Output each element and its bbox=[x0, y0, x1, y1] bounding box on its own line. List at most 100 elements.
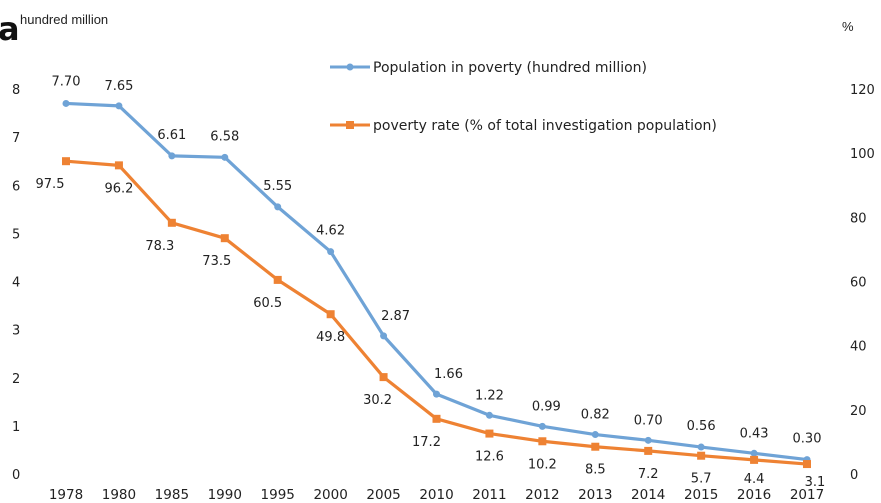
right-tick-label: 100 bbox=[850, 147, 875, 162]
rate-point bbox=[273, 275, 282, 284]
population-data-label: 7.65 bbox=[104, 79, 133, 94]
left-tick-label: 1 bbox=[12, 420, 20, 435]
rate-data-label: 7.2 bbox=[638, 467, 659, 482]
rate-data-label: 5.7 bbox=[691, 472, 712, 487]
panel-letter: a bbox=[0, 10, 20, 48]
legend-label-population: Population in poverty (hundred million) bbox=[373, 60, 647, 76]
series-layer bbox=[62, 99, 811, 469]
rate-point bbox=[591, 442, 600, 451]
population-point bbox=[274, 203, 282, 211]
right-tick-label: 40 bbox=[850, 340, 867, 355]
rate-point bbox=[750, 455, 759, 464]
left-tick-label: 0 bbox=[12, 468, 20, 483]
right-tick-label: 60 bbox=[850, 276, 867, 291]
rate-point bbox=[167, 218, 176, 227]
x-tick-label: 1978 bbox=[49, 487, 83, 503]
rate-data-label: 97.5 bbox=[36, 177, 65, 192]
population-data-label: 0.99 bbox=[532, 399, 561, 414]
left-tick-label: 2 bbox=[12, 372, 20, 387]
population-point bbox=[538, 422, 546, 430]
rate-data-label: 4.4 bbox=[744, 472, 765, 487]
population-data-label: 1.66 bbox=[434, 367, 463, 382]
population-point bbox=[221, 153, 229, 161]
population-data-label: 4.62 bbox=[316, 224, 345, 239]
rate-point bbox=[538, 437, 547, 446]
x-tick-label: 1985 bbox=[155, 487, 189, 503]
x-tick-label: 2000 bbox=[313, 487, 347, 503]
legend-marker-population bbox=[346, 63, 354, 71]
population-point bbox=[644, 436, 652, 444]
rate-data-label: 3.1 bbox=[805, 475, 826, 490]
rate-point bbox=[326, 310, 335, 319]
population-point bbox=[62, 99, 70, 107]
rate-data-label: 12.6 bbox=[475, 450, 504, 465]
left-tick-label: 8 bbox=[12, 83, 20, 98]
data-labels: 7.70 7.65 6.61 6.58 5.55 4.62 2.87 1.66 1.22 0.99… bbox=[36, 74, 826, 490]
population-line bbox=[65, 101, 808, 462]
rate-point bbox=[114, 161, 123, 170]
population-point bbox=[750, 449, 758, 457]
population-data-label: 5.55 bbox=[263, 179, 292, 194]
x-tick-label: 2011 bbox=[472, 487, 506, 503]
rate-point bbox=[220, 234, 229, 243]
rate-data-label: 17.2 bbox=[412, 435, 441, 450]
x-tick-label: 1990 bbox=[208, 487, 242, 503]
right-tick-label: 80 bbox=[850, 211, 867, 226]
right-axis: 0 20 40 60 80 100 120 bbox=[850, 83, 875, 483]
population-data-label: 6.61 bbox=[157, 128, 186, 143]
left-axis-unit: hundred million bbox=[20, 12, 108, 27]
rate-data-label: 49.8 bbox=[316, 330, 345, 345]
rate-point bbox=[803, 460, 811, 469]
population-data-label: 2.87 bbox=[381, 309, 410, 324]
rate-point bbox=[697, 451, 706, 460]
population-point bbox=[591, 431, 599, 439]
population-point bbox=[380, 332, 388, 340]
rate-data-label: 96.2 bbox=[104, 181, 133, 196]
population-data-label: 1.22 bbox=[475, 388, 504, 403]
left-tick-label: 4 bbox=[12, 276, 20, 291]
x-tick-label: 2012 bbox=[525, 487, 559, 503]
population-point bbox=[115, 102, 123, 110]
rate-point bbox=[432, 414, 441, 423]
population-data-label: 0.56 bbox=[687, 419, 716, 434]
legend-marker-rate bbox=[346, 121, 354, 129]
rate-point bbox=[644, 446, 653, 455]
x-tick-label: 1980 bbox=[102, 487, 136, 503]
rate-point bbox=[379, 373, 388, 382]
population-data-label: 6.58 bbox=[210, 129, 239, 144]
rate-data-label: 8.5 bbox=[585, 463, 606, 478]
right-tick-label: 20 bbox=[850, 404, 867, 419]
rate-data-label: 30.2 bbox=[363, 393, 392, 408]
rate-data-label: 10.2 bbox=[528, 457, 557, 472]
population-data-label: 0.30 bbox=[793, 432, 822, 447]
x-tick-label: 2010 bbox=[419, 487, 453, 503]
rate-data-label: 78.3 bbox=[145, 239, 174, 254]
population-point bbox=[697, 443, 705, 451]
x-tick-label: 2017 bbox=[790, 487, 824, 503]
left-tick-label: 3 bbox=[12, 324, 20, 339]
x-tick-label: 2015 bbox=[684, 487, 718, 503]
population-data-label: 7.70 bbox=[52, 74, 81, 89]
x-tick-label: 2016 bbox=[737, 487, 771, 503]
right-tick-label: 120 bbox=[850, 83, 875, 98]
rate-data-label: 73.5 bbox=[202, 254, 231, 269]
x-tick-label: 2005 bbox=[366, 487, 400, 503]
rate-data-label: 60.5 bbox=[253, 296, 282, 311]
right-tick-label: 0 bbox=[850, 468, 858, 483]
population-point bbox=[433, 390, 440, 398]
population-point bbox=[327, 248, 335, 256]
population-data-label: 0.43 bbox=[740, 426, 769, 441]
left-axis: 0 1 2 3 4 5 6 7 8 bbox=[12, 83, 20, 483]
x-tick-label: 1995 bbox=[261, 487, 295, 503]
left-tick-label: 6 bbox=[12, 179, 20, 194]
legend: Population in poverty (hundred million) … bbox=[330, 60, 717, 134]
x-axis: 1978 1980 1985 1990 1995 2000 2005 2010 2011 2012… bbox=[49, 487, 824, 503]
left-tick-label: 7 bbox=[12, 131, 20, 146]
rate-point bbox=[62, 157, 70, 166]
population-data-label: 0.70 bbox=[634, 413, 663, 428]
x-tick-label: 2014 bbox=[631, 487, 665, 503]
rate-point bbox=[485, 429, 494, 438]
right-axis-unit: % bbox=[842, 19, 854, 34]
